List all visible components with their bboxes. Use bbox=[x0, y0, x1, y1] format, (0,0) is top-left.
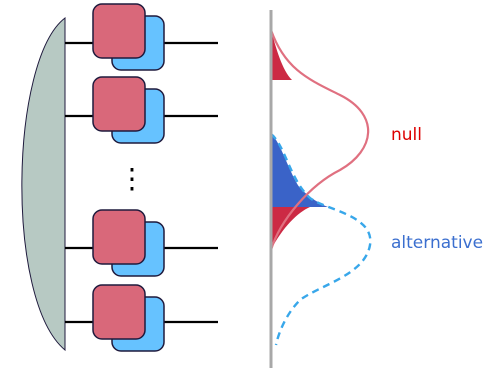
qubit-row-4 bbox=[65, 284, 218, 352]
box-front bbox=[92, 76, 146, 132]
vertical-ellipsis: ⋮ bbox=[118, 162, 146, 195]
box-front bbox=[92, 284, 146, 340]
null-lower-tail bbox=[271, 207, 310, 250]
distribution-panel: null alternative bbox=[269, 10, 483, 368]
lens-shape bbox=[21, 16, 66, 352]
box-front bbox=[92, 3, 146, 59]
null-label: null bbox=[391, 125, 422, 145]
qubit-row-1 bbox=[65, 3, 218, 71]
alternative-label: alternative bbox=[391, 233, 483, 253]
box-front bbox=[92, 209, 146, 265]
alternative-distribution-curve bbox=[270, 133, 372, 346]
qubit-row-3 bbox=[65, 209, 218, 277]
null-distribution-curve bbox=[269, 29, 370, 251]
alternative-shaded-region bbox=[271, 134, 328, 207]
qubit-row-2 bbox=[65, 76, 218, 144]
null-upper-tail bbox=[271, 30, 292, 80]
